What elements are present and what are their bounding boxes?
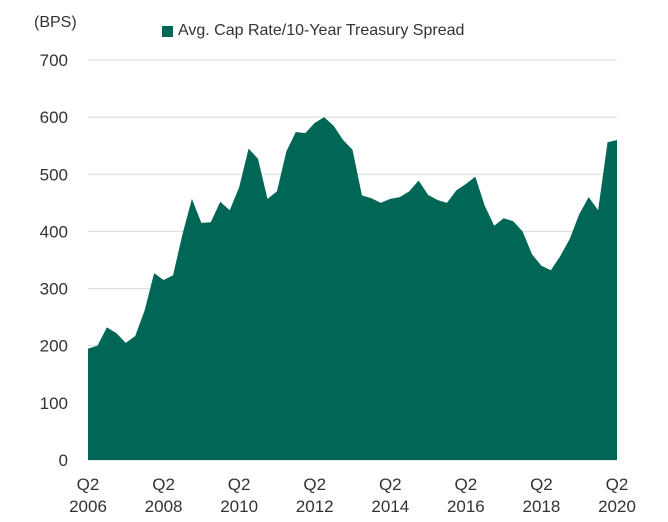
series-area [88, 117, 617, 460]
y-tick-label: 700 [40, 51, 68, 70]
y-tick-label: 600 [40, 108, 68, 127]
x-tick-label: Q2 2016 [447, 475, 485, 516]
legend-label: Avg. Cap Rate/10-Year Treasury Spread [178, 22, 465, 39]
legend-swatch [162, 25, 173, 37]
y-axis: 0 100 200 300 400 500 600 700 [40, 51, 68, 470]
legend: Avg. Cap Rate/10-Year Treasury Spread [162, 22, 464, 40]
x-tick-label: Q2 2006 [69, 475, 107, 516]
y-tick-label: 100 [40, 394, 68, 413]
x-tick-label: Q2 2014 [371, 475, 409, 516]
y-tick-label: 500 [40, 165, 68, 184]
x-tick-label: Q2 2018 [523, 475, 561, 516]
x-tick-label: Q2 2012 [296, 475, 334, 516]
y-tick-label: 400 [40, 222, 68, 241]
x-tick-label: Q2 2008 [145, 475, 183, 516]
x-tick-label: Q2 2020 [598, 475, 636, 516]
x-tick-label: Q2 2010 [220, 475, 258, 516]
y-tick-label: 200 [40, 337, 68, 356]
y-tick-label: 300 [40, 280, 68, 299]
y-tick-label: 0 [59, 451, 68, 470]
plot-area [88, 117, 617, 460]
y-axis-unit-label: (BPS) [34, 14, 77, 31]
x-axis: Q2 2006 Q2 2008 Q2 2010 Q2 2012 Q2 2014 Q2 2016 Q2 20… [69, 475, 636, 516]
